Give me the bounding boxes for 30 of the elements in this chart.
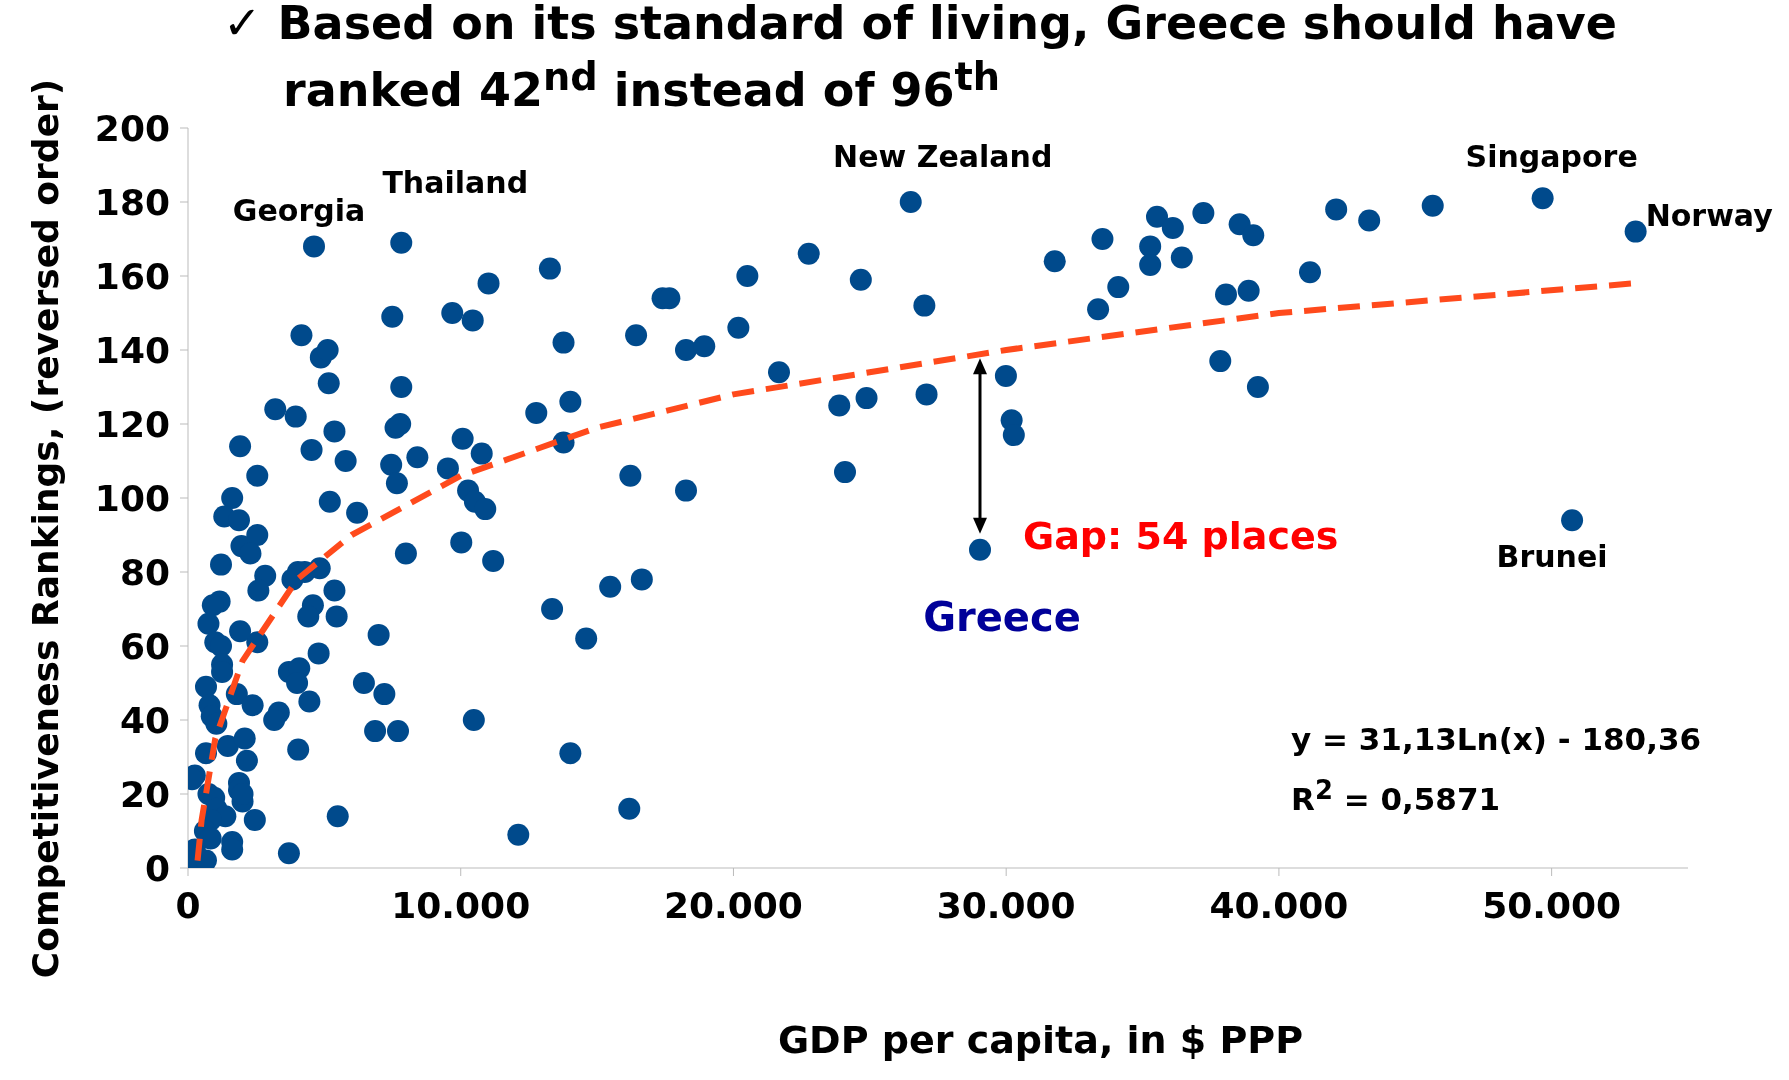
annotation: New Zealand (833, 138, 1053, 174)
y-tick-label: 140 (94, 329, 170, 371)
y-tick-label: 120 (94, 403, 170, 445)
y-tick-label: 200 (94, 107, 170, 149)
y-tick-label: 180 (94, 181, 170, 223)
y-tick-label: 40 (119, 699, 170, 741)
annotation: Gap: 54 places (1023, 514, 1339, 558)
x-tick-label: 0 (175, 884, 201, 926)
y-tick-label: 60 (119, 625, 170, 667)
annotation: Greece (923, 593, 1081, 640)
annotation: Norway (1645, 198, 1774, 234)
annotation: Singapore (1465, 138, 1638, 174)
x-tick-label: 40.000 (1209, 884, 1349, 926)
y-tick-label: 20 (119, 773, 170, 815)
annotation: Georgia (232, 192, 366, 228)
y-tick-label: 100 (94, 477, 170, 519)
chart-title: ✓ Based on its standard of living, Greece should have ranked 42$^{nd}$ instead of 96$^{th}$ (223, 0, 1618, 118)
annotation: Brunei (1496, 538, 1608, 574)
y-tick-label: 160 (94, 255, 170, 297)
x-axis-title: GDP per capita, in $ PPP (776, 1018, 1305, 1062)
y-tick-label: 0 (144, 847, 170, 889)
annotation: y = 31,13Ln(x) - 180,36 (1291, 721, 1702, 757)
y-axis-title: Competitiveness Rankings, (reversed order) (25, 78, 67, 978)
x-tick-label: 10.000 (391, 884, 531, 926)
x-tick-label: 30.000 (936, 884, 1076, 926)
annotation: Thailand (382, 165, 529, 201)
annotation: R$^{2}$ = 0,5871 (1291, 775, 1501, 818)
y-tick-label: 80 (119, 551, 170, 593)
x-tick-label: 20.000 (663, 884, 803, 926)
x-tick-label: 50.000 (1482, 884, 1622, 926)
